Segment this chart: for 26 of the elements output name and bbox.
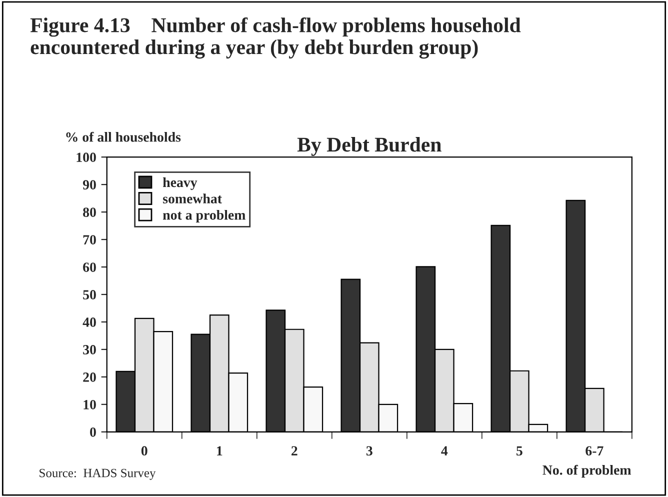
y-tick-label: 70 — [83, 235, 96, 244]
y-tick-label: 10 — [84, 400, 96, 410]
y-tick-label: 20 — [83, 372, 96, 382]
x-tick-label: 4 — [441, 446, 448, 456]
y-axis-title: % of all households — [66, 132, 181, 142]
x-tick-label: 2 — [292, 446, 298, 456]
legend-label: somewhat — [163, 194, 222, 204]
y-tick-label: 90 — [82, 180, 96, 190]
source-note: Source: HADS Survey — [40, 468, 156, 480]
x-tick-label: 3 — [366, 446, 372, 456]
y-tick-label: 30 — [83, 345, 96, 354]
y-tick-label: 80 — [83, 208, 96, 217]
chart-title: Figure 4.13 Number of cash-flow problems household encountered during a year (by debt burden group) — [30, 17, 521, 59]
y-tick-label: 50 — [83, 290, 96, 300]
y-tick-label: 100 — [76, 152, 96, 162]
y-tick-label: 60 — [83, 262, 96, 272]
x-tick-label: 0 — [141, 446, 148, 456]
y-tick-label: 40 — [82, 318, 96, 327]
x-tick-label: 5 — [516, 446, 522, 456]
legend-label: heavy — [162, 177, 198, 190]
x-axis-title: No. of problem — [542, 464, 632, 478]
y-tick-label: 0 — [90, 427, 96, 437]
legend-label: not a problem — [162, 210, 246, 223]
x-tick-label: 6-7 — [586, 446, 604, 456]
chart-subtitle: By Debt Burden — [297, 137, 442, 156]
x-tick-label: 1 — [217, 446, 222, 456]
